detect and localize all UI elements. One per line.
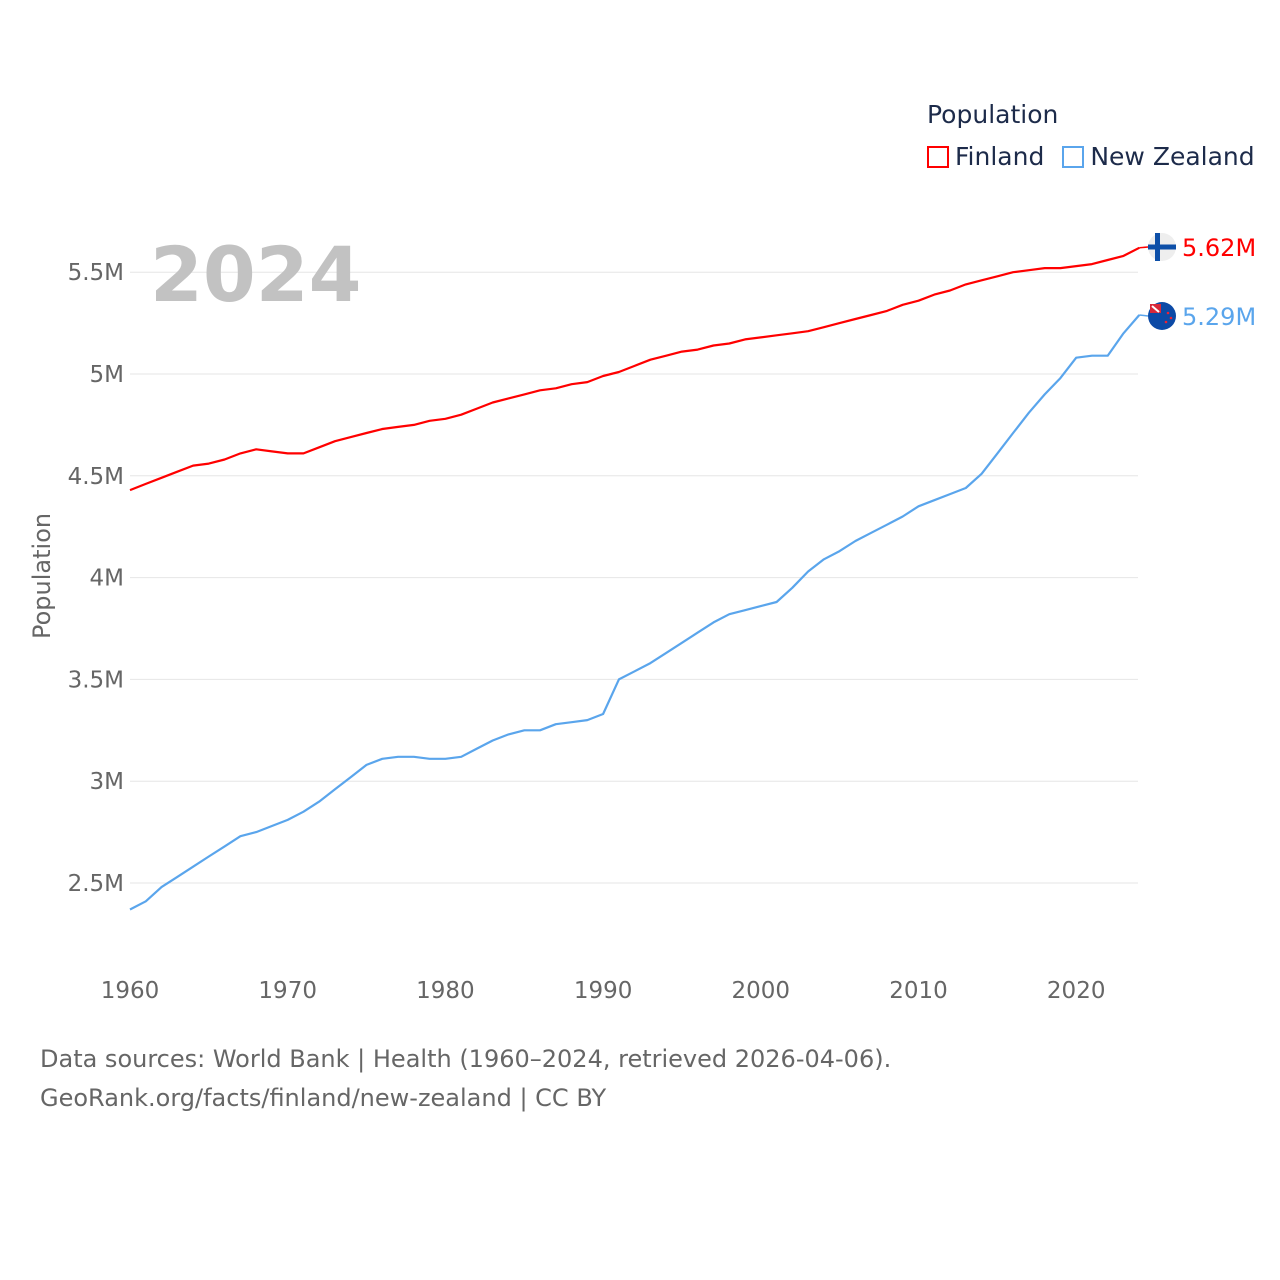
flag-cross — [1155, 233, 1160, 261]
legend-label: New Zealand — [1090, 142, 1255, 171]
y-axis-label: Population — [28, 512, 56, 639]
y-tick-label: 5.5M — [68, 260, 124, 286]
flag-cross — [1148, 244, 1176, 250]
y-tick-label: 3.5M — [68, 667, 124, 693]
current-year-label: 2024 — [150, 230, 362, 319]
legend-swatch — [927, 145, 949, 168]
y-tick-label: 4M — [90, 566, 124, 592]
legend: Finland New Zealand — [927, 142, 1255, 171]
legend-item-finland[interactable]: Finland — [927, 142, 1044, 171]
legend-swatch — [1062, 145, 1085, 168]
flag-star — [1166, 311, 1170, 315]
x-tick-label: 1960 — [101, 978, 160, 1004]
end-value-label: 5.62M — [1182, 234, 1256, 262]
y-tick-label: 3M — [90, 769, 124, 795]
y-tick-label: 2.5M — [68, 871, 124, 897]
data-source-note: Data sources: World Bank | Health (1960–… — [40, 1045, 892, 1073]
legend-item-new-zealand[interactable]: New Zealand — [1062, 142, 1255, 171]
finland-flag-icon — [1148, 233, 1176, 261]
x-tick-label: 1980 — [416, 978, 475, 1004]
x-tick-label: 2000 — [732, 978, 791, 1004]
legend-label: Finland — [955, 142, 1045, 171]
y-tick-label: 4.5M — [68, 464, 124, 490]
series-line-finland — [129, 246, 1140, 492]
series-line-new-zealand — [129, 314, 1141, 911]
end-value-label: 5.29M — [1182, 303, 1256, 331]
new-zealand-flag-icon — [1148, 302, 1176, 330]
flag-star — [1169, 316, 1173, 320]
end-connector — [1139, 314, 1149, 317]
y-tick-label: 5M — [90, 362, 124, 388]
x-tick-label: 1990 — [574, 978, 633, 1004]
x-tick-label: 1970 — [258, 978, 317, 1004]
legend-title: Population — [927, 100, 1059, 129]
attribution-link[interactable]: GeoRank.org/facts/finland/new-zealand | … — [40, 1084, 607, 1112]
flag-union-jack — [1151, 305, 1160, 313]
x-tick-label: 2010 — [889, 978, 948, 1004]
flag-star — [1164, 320, 1168, 324]
x-tick-label: 2020 — [1047, 978, 1106, 1004]
end-connector — [1139, 246, 1149, 249]
